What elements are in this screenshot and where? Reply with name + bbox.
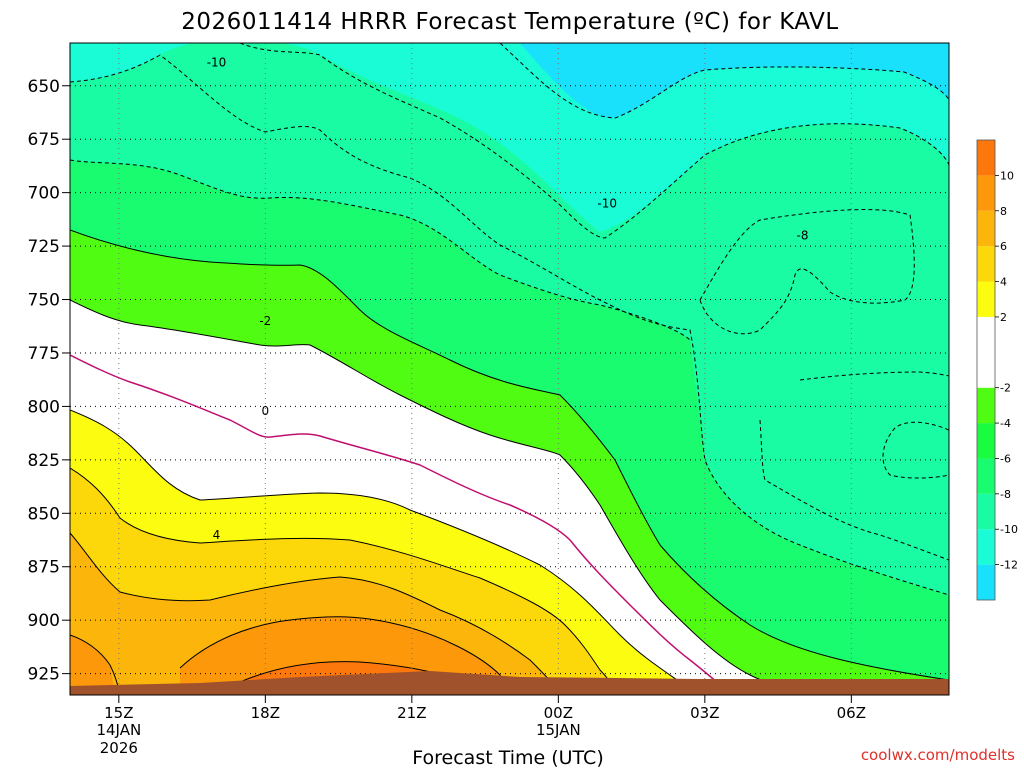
contour-minus8: [70, 54, 949, 596]
x-tick-label: 15Z: [104, 704, 133, 722]
gridlines: [70, 43, 949, 695]
contour-minus2: [70, 299, 801, 695]
contour-label: -10: [597, 196, 617, 210]
y-tick-label: 875: [28, 558, 60, 578]
colorbar-swatch: [977, 493, 995, 530]
y-tick-label: 675: [28, 130, 60, 150]
x-tick-label: 18Z: [251, 704, 280, 722]
colorbar-swatch: [977, 140, 995, 176]
colorbar-label: -8: [1000, 488, 1011, 501]
y-tick-label: 750: [28, 291, 60, 311]
x-tick-label: 03Z: [690, 704, 719, 722]
colorbar-swatch: [977, 458, 995, 494]
contour-label: -8: [797, 229, 809, 243]
contour-label: -2: [259, 314, 271, 328]
colorbar-swatch: [977, 175, 995, 211]
colorbar-label: 2: [1000, 311, 1007, 324]
x-tick-label: 00Z: [544, 704, 573, 722]
contour-4: [70, 467, 621, 695]
x-tick-date-label: 15JAN: [536, 721, 581, 739]
contour-lines: [70, 43, 949, 695]
colorbar-label: 8: [1000, 205, 1007, 218]
colorbar-frame: [976, 139, 996, 601]
colorbar-swatch: [977, 246, 995, 282]
colorbar-label: -4: [1000, 417, 1011, 430]
ground-terrain: [70, 671, 949, 695]
y-tick-label: 775: [28, 344, 60, 364]
colorbar-label: 6: [1000, 240, 1007, 253]
colorbar-label: -6: [1000, 452, 1011, 465]
contour-label-group: -10 -10 -8 -2 0 4: [207, 55, 809, 542]
colorbar-swatch: [977, 564, 995, 600]
x-tick-label: 06Z: [837, 704, 866, 722]
colorbar-label: -10: [1000, 523, 1018, 536]
colorbar-label: -2: [1000, 382, 1011, 395]
colorbar-swatch: [977, 423, 995, 459]
colorbar-swatch: [977, 281, 995, 317]
y-tick-label: 925: [28, 665, 60, 685]
contour-minus10c: [882, 421, 949, 479]
y-axis: 650 675 700 725 750 775 800 825 850 875 900 925: [28, 77, 70, 685]
contour-2: [70, 409, 681, 683]
x-tick-date-label: 14JAN: [96, 721, 141, 739]
colorbar-swatch: [977, 387, 995, 424]
x-tick-date-label: 2026: [100, 739, 138, 757]
colorbar-label: -12: [1000, 559, 1018, 572]
colorbar-swatch: [977, 529, 995, 565]
contour-minus10b: [499, 43, 949, 119]
credit-link[interactable]: coolwx.com/modelts: [861, 746, 1015, 764]
colorbar-swatch: [977, 210, 995, 247]
contour-label: 4: [213, 528, 221, 542]
chart-title: 2026011414 HRRR Forecast Temperature (ºC…: [181, 9, 838, 35]
plot-frame: [69, 42, 950, 696]
y-tick-label: 850: [28, 504, 60, 524]
colorbar: -12 -10 -8 -6 -4 -2 2 4 6 8 10: [976, 139, 1018, 601]
y-tick-label: 800: [28, 397, 60, 417]
y-tick-label: 900: [28, 611, 60, 631]
contour-label: -10: [207, 55, 227, 69]
x-axis-title: Forecast Time (UTC): [412, 747, 603, 768]
contour-label: 0: [262, 404, 270, 418]
y-tick-label: 725: [28, 237, 60, 257]
x-tick-label: 21Z: [397, 704, 426, 722]
colorbar-label: 10: [1000, 169, 1014, 182]
contour-minus8-loop: [699, 209, 915, 335]
y-tick-label: 825: [28, 451, 60, 471]
contour-minus4: [70, 229, 949, 681]
colorbar-label: 4: [1000, 276, 1007, 289]
y-tick-label: 650: [28, 77, 60, 97]
plot-area: [70, 43, 949, 695]
contour-6: [70, 532, 561, 695]
contour-zero: [70, 354, 726, 691]
colorbar-swatch: [977, 316, 995, 388]
y-tick-label: 700: [28, 184, 60, 204]
